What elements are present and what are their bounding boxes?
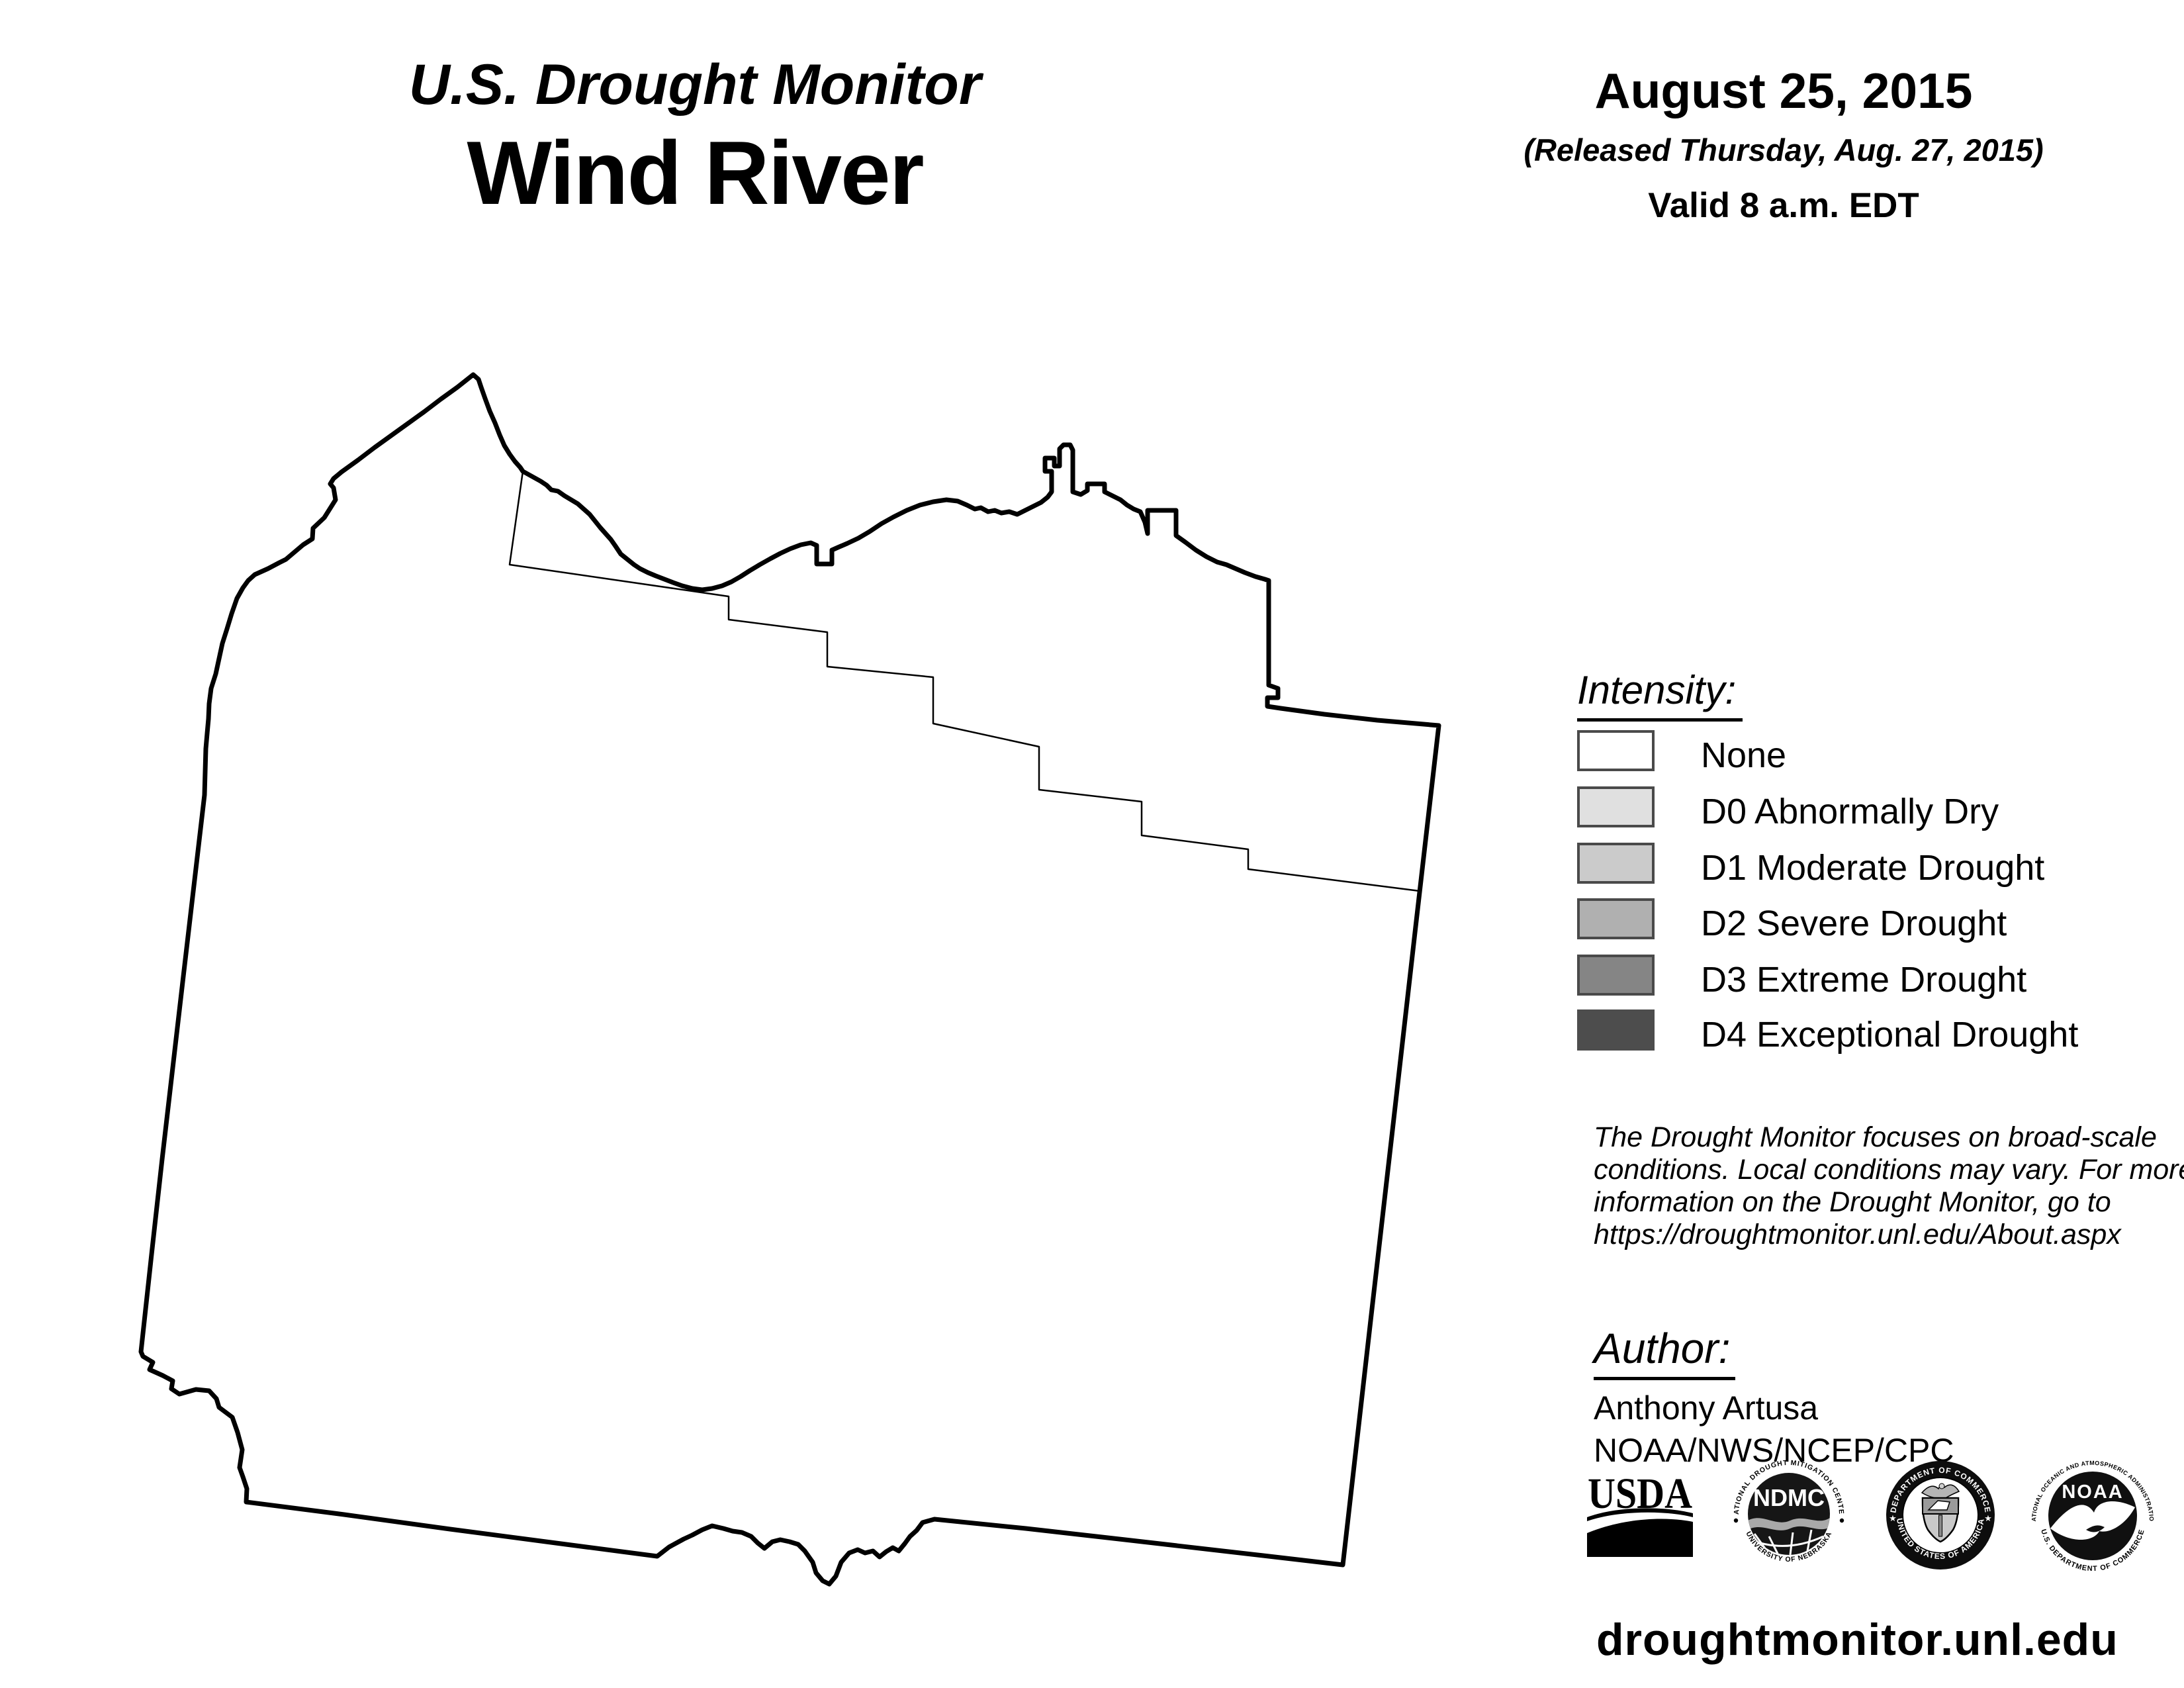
disclaimer-line: The Drought Monitor focuses on broad-sca… (1594, 1121, 2157, 1153)
author-heading: Author: (1594, 1324, 1736, 1380)
legend-swatch-d1 (1577, 843, 1655, 884)
disclaimer-line: conditions. Local conditions may vary. F… (1594, 1154, 2184, 1186)
legend-swatch-d4 (1577, 1009, 1655, 1051)
ndmc-wave (1748, 1518, 1830, 1530)
title-block: U.S. Drought Monitor Wind River (232, 56, 1158, 218)
legend-label-d4: D4 Exceptional Drought (1701, 1015, 2079, 1055)
usda-swoosh-band (1587, 1519, 1693, 1557)
ndmc-facet-lines (1753, 1529, 1824, 1555)
legend-heading: Intensity: (1577, 667, 1743, 722)
doc-shield (1921, 1497, 1960, 1543)
noaa-bird (2050, 1501, 2135, 1540)
doc-eagle (1921, 1483, 1960, 1499)
author-org: NOAA/NWS/NCEP/CPC (1594, 1432, 1954, 1469)
ndmc-seal: NATIONAL DROUGHT MITIGATION CENTER UNIVE… (1733, 1459, 1844, 1564)
legend-label-d2: D2 Severe Drought (1701, 904, 2007, 943)
legend-label-none: None (1701, 735, 1787, 775)
legend-label-d1: D1 Moderate Drought (1701, 848, 2045, 888)
region-title: Wind River (467, 122, 924, 223)
usda-swoosh-thin (1587, 1508, 1693, 1521)
ndmc-disc (1748, 1473, 1830, 1555)
footer-url: droughtmonitor.unl.edu (1596, 1615, 2118, 1665)
doc-star-right: ★ (1984, 1513, 1992, 1523)
county-boundary-line (508, 471, 1420, 892)
map-date: August 25, 2015 (1594, 63, 1973, 118)
usda-logo: USDA (1587, 1472, 1693, 1557)
doc-star-left: ★ (1889, 1513, 1897, 1523)
legend-label-d0: D0 Abnormally Dry (1701, 792, 1999, 831)
program-title: U.S. Drought Monitor (408, 53, 981, 117)
valid-time: Valid 8 a.m. EDT (1648, 186, 1919, 225)
legend-swatch-d0 (1577, 786, 1655, 827)
release-date: (Released Thursday, Aug. 27, 2015) (1524, 132, 2044, 167)
legend-swatch-d2 (1577, 898, 1655, 939)
legend-swatch-d3 (1577, 955, 1655, 996)
disclaimer-text: The Drought Monitor focuses on broad-sca… (1594, 1121, 2184, 1251)
date-block: August 25, 2015 (Released Thursday, Aug.… (1449, 63, 2118, 225)
ndmc-dot-left (1733, 1518, 1739, 1523)
ndmc-abbr: NDMC (1753, 1484, 1825, 1511)
noaa-abbr: NOAA (2062, 1481, 2123, 1503)
commerce-seal: DEPARTMENT OF COMMERCE UNITED STATES OF … (1886, 1461, 1995, 1570)
legend-label-d3: D3 Extreme Drought (1701, 960, 2027, 1000)
author-name: Anthony Artusa (1594, 1389, 1819, 1427)
ndmc-dot-right (1839, 1518, 1844, 1523)
disclaimer-url: https://droughtmonitor.unl.edu/About.asp… (1594, 1219, 2121, 1250)
noaa-bird-notch (2086, 1525, 2105, 1532)
disclaimer-line: information on the Drought Monitor, go t… (1594, 1186, 2111, 1218)
noaa-seal: NATIONAL OCEANIC AND ATMOSPHERIC ADMINIS… (2030, 1460, 2155, 1573)
legend-swatch-none (1577, 730, 1655, 771)
reservation-outline (138, 372, 1441, 1587)
